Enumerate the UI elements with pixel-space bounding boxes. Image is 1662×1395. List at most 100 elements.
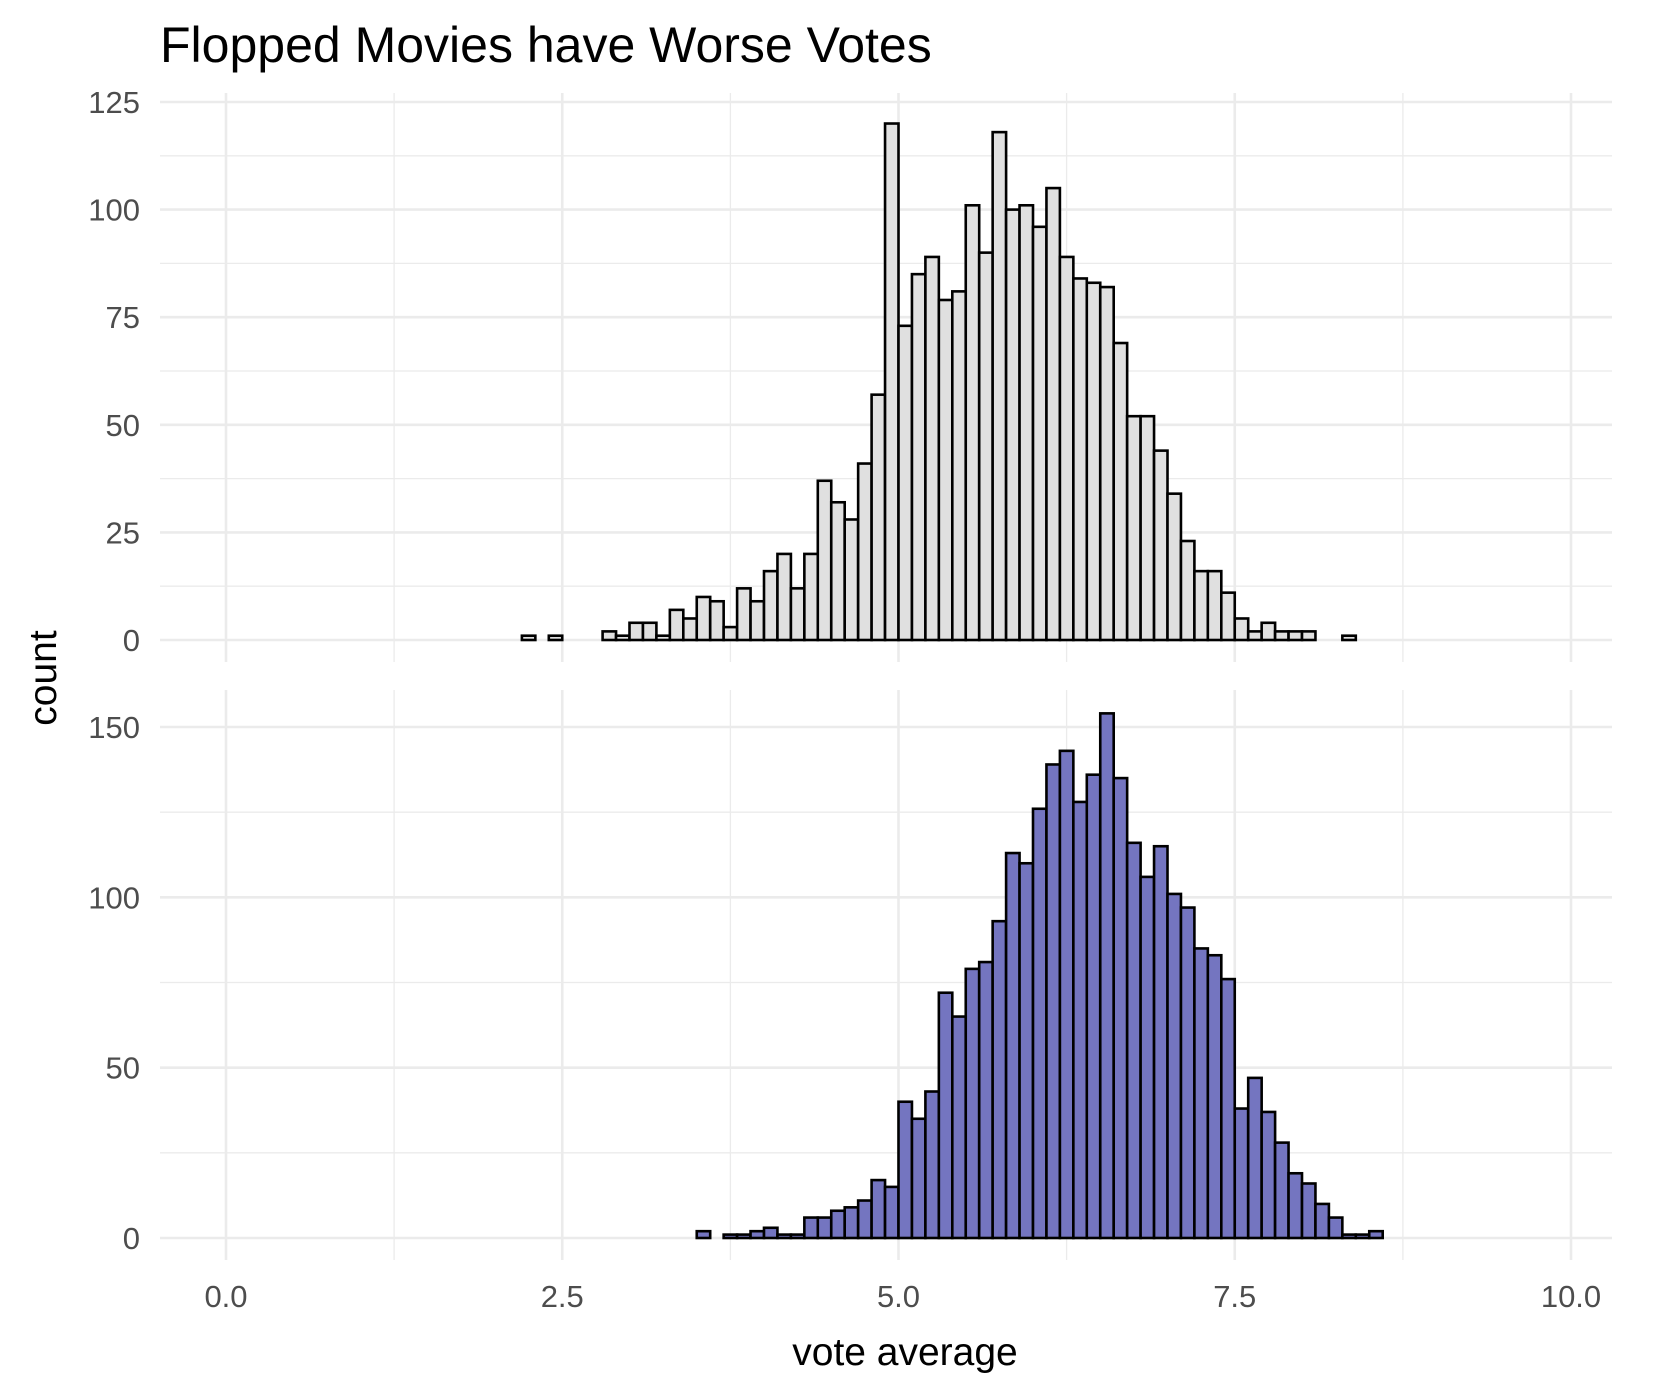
histogram-bar: [1098, 712, 1115, 1240]
histogram-bar: [1018, 861, 1035, 1240]
histogram-bar: [614, 634, 631, 642]
histogram-bar: [1139, 875, 1156, 1240]
histogram-bar: [1031, 225, 1048, 642]
histogram-bar: [1018, 203, 1035, 642]
histogram-bar: [695, 1229, 712, 1240]
histogram-bar: [776, 552, 793, 642]
histogram-bar: [1287, 630, 1304, 642]
histogram-bar: [520, 634, 537, 642]
x-axis-title: vote average: [792, 1331, 1018, 1374]
histogram-bar: [991, 130, 1008, 642]
x-tick-label: 10.0: [1541, 1279, 1601, 1314]
y-tick-label: 25: [106, 515, 140, 550]
panel-bottom: 0 50 100 150: [88, 690, 1612, 1260]
histogram-bar: [1246, 1076, 1263, 1240]
histogram-bar: [1112, 341, 1129, 642]
histogram-bar: [937, 298, 954, 642]
histogram-bar: [1300, 1182, 1317, 1240]
panel-top: 0 25 50 75 100 125: [88, 85, 1612, 662]
y-tick-label: 75: [106, 300, 140, 335]
histogram-bar: [1085, 773, 1102, 1240]
histogram-bar: [1085, 281, 1102, 642]
histogram-bar: [924, 255, 941, 642]
histogram-bar: [816, 1216, 833, 1240]
histogram-bar: [601, 630, 618, 642]
y-tick-label: 100: [88, 193, 140, 228]
histogram-bar: [1327, 1216, 1344, 1240]
y-tick-label: 100: [88, 880, 140, 915]
y-tick-label: 150: [88, 710, 140, 745]
histogram-bar: [1260, 621, 1277, 642]
histogram-bar: [856, 462, 873, 642]
histogram-bar: [749, 599, 766, 642]
histogram-bar: [1273, 1141, 1290, 1240]
y-tick-label: 50: [106, 408, 140, 443]
histogram-bar: [789, 1233, 806, 1240]
histogram-bar: [1220, 591, 1237, 642]
histogram-bar: [964, 967, 981, 1240]
histogram-bar: [910, 1117, 927, 1240]
panel-bottom-bars: [695, 712, 1384, 1240]
histogram-bar: [816, 479, 833, 642]
histogram-bar: [803, 1216, 820, 1240]
histogram-bar: [1193, 569, 1210, 642]
x-tick-label: 2.5: [541, 1279, 584, 1314]
histogram-bar: [1004, 208, 1021, 642]
histogram-bar: [977, 251, 994, 642]
histogram-bar: [776, 1233, 793, 1240]
histogram-bar: [695, 595, 712, 642]
panel-top-bars: [520, 122, 1358, 642]
x-tick-label: 7.5: [1213, 1279, 1256, 1314]
histogram-bar: [897, 324, 914, 642]
histogram-bar: [1139, 414, 1156, 642]
histogram-bar: [681, 617, 699, 642]
histogram-bar: [924, 1090, 941, 1240]
histogram-bar: [897, 1100, 914, 1240]
histogram-bar: [950, 1015, 968, 1240]
histogram-bar: [1152, 449, 1169, 642]
histogram-bar: [910, 272, 927, 642]
histogram-bar: [1179, 906, 1196, 1240]
histogram-bar: [977, 960, 994, 1240]
histogram-bar: [762, 569, 779, 642]
histogram-bar: [1233, 617, 1250, 642]
histogram-bar: [1166, 492, 1183, 642]
histogram-bar: [829, 1209, 846, 1240]
y-tick-label: 50: [106, 1051, 140, 1086]
histogram-bar: [789, 587, 806, 642]
histogram-bar: [1206, 569, 1223, 642]
histogram-bar: [1045, 186, 1062, 642]
histogram-bar: [870, 393, 887, 642]
histogram-bar: [1112, 776, 1129, 1240]
histogram-bar: [1179, 539, 1196, 642]
histogram-bar: [735, 587, 752, 642]
histogram-bar: [1287, 1171, 1304, 1240]
y-axis-title: count: [22, 630, 65, 726]
histogram-bar: [803, 552, 820, 642]
chart-title: Flopped Movies have Worse Votes: [160, 17, 932, 73]
histogram-bar: [1246, 630, 1263, 642]
histogram-bar: [708, 599, 725, 642]
histogram-bar: [829, 500, 846, 642]
panel-top-y-ticks: 0 25 50 75 100 125: [88, 85, 140, 658]
histogram-bar: [1058, 255, 1075, 642]
histogram-bar: [1260, 1110, 1277, 1240]
histogram-bar: [843, 1206, 860, 1240]
histogram-bar: [1314, 1202, 1331, 1240]
histogram-bar: [937, 991, 954, 1240]
x-tick-label: 0.0: [204, 1279, 247, 1314]
histogram-bar: [964, 203, 981, 642]
histogram-bar: [883, 122, 900, 642]
histogram-bar: [722, 1233, 739, 1240]
histogram-bar: [1166, 892, 1183, 1240]
histogram-bar: [749, 1229, 766, 1240]
histogram-bar: [1233, 1107, 1250, 1240]
histogram-bar: [722, 625, 739, 642]
histogram-bar: [883, 1185, 900, 1240]
histogram-bar: [1045, 763, 1062, 1240]
y-tick-label: 125: [88, 85, 140, 120]
y-tick-label: 0: [123, 623, 140, 658]
histogram-bar: [1367, 1229, 1384, 1240]
histogram-bar: [843, 518, 860, 642]
x-axis-ticks: 0.0 2.5 5.0 7.5 10.0: [204, 1279, 1601, 1314]
